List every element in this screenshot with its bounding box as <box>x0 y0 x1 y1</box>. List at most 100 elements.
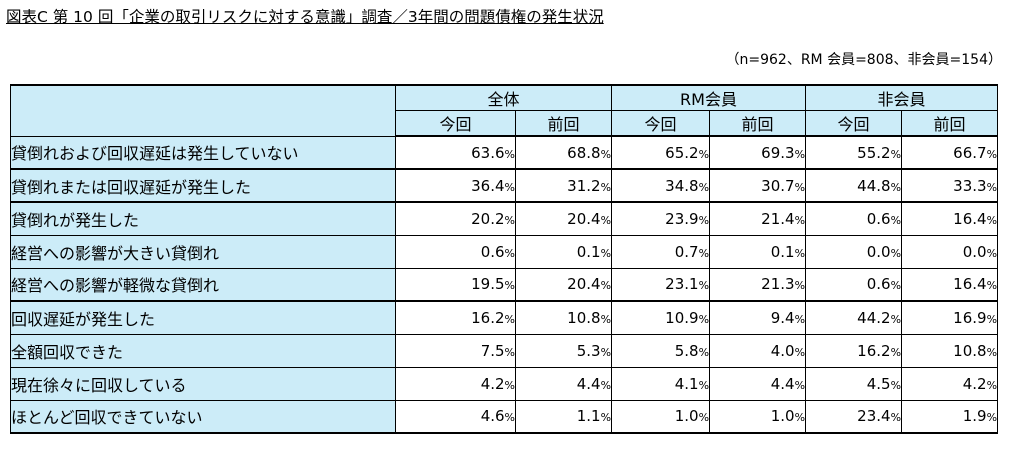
value-number: 4.1 <box>674 374 699 393</box>
value-number: 23.1 <box>665 275 699 294</box>
value-cell: 1.1% <box>514 399 613 434</box>
value-cell: 63.6% <box>395 135 516 170</box>
value-number: 0.7 <box>674 242 699 261</box>
percent-sign: % <box>504 411 515 425</box>
percent-sign: % <box>698 213 710 227</box>
value-cell: 0.1% <box>709 234 807 269</box>
value-cell: 16.4% <box>901 201 999 236</box>
sub-header-current: 今回 <box>805 110 903 137</box>
survey-table: 全体 RM会員 非会員 今回 前回 今回 前回 今回 前回 貸倒れおよび回収遅延… <box>10 84 999 434</box>
value-cell: 5.8% <box>611 333 711 368</box>
table-row: 貸倒れが発生した 20.2% 20.4% 23.9% 21.4% 0.6% 16.4% <box>10 201 999 236</box>
value-cell: 21.4% <box>709 201 807 236</box>
value-number: 20.2 <box>471 209 505 228</box>
value-cell: 16.2% <box>395 300 516 335</box>
value-cell: 44.8% <box>805 168 903 203</box>
value-number: 36.4 <box>471 176 505 195</box>
percent-sign: % <box>600 279 612 293</box>
percent-sign: % <box>890 411 902 425</box>
percent-sign: % <box>600 213 612 227</box>
percent-sign: % <box>794 345 806 359</box>
percent-sign: % <box>986 345 998 359</box>
value-cell: 4.5% <box>805 366 903 401</box>
percent-sign: % <box>794 213 806 227</box>
percent-sign: % <box>794 312 806 326</box>
value-cell: 30.7% <box>709 168 807 203</box>
value-number: 0.6 <box>866 209 891 228</box>
table-row: 回収遅延が発生した 16.2% 10.8% 10.9% 9.4% 44.2% 16.9% <box>10 300 999 335</box>
value-number: 69.3 <box>761 143 795 162</box>
value-cell: 65.2% <box>611 135 711 170</box>
percent-sign: % <box>794 378 806 392</box>
value-cell: 20.4% <box>514 267 613 302</box>
sub-header-current: 今回 <box>611 110 711 137</box>
value-number: 1.0 <box>770 407 795 426</box>
sub-header-row: 今回 前回 今回 前回 今回 前回 <box>11 110 999 137</box>
percent-sign: % <box>504 246 515 260</box>
group-header-row: 全体 RM会員 非会員 <box>10 84 999 137</box>
table-row: 貸倒れおよび回収遅延は発生していない 63.6% 68.8% 65.2% 69.3% 55… <box>10 135 999 170</box>
value-number: 20.4 <box>567 209 601 228</box>
value-number: 5.3 <box>576 341 601 360</box>
value-cell: 16.2% <box>805 333 903 368</box>
percent-sign: % <box>794 246 806 260</box>
percent-sign: % <box>504 147 515 161</box>
value-cell: 23.9% <box>611 201 711 236</box>
table-row: 経営への影響が軽微な貸倒れ 19.5% 20.4% 23.1% 21.3% 0.6% 16.… <box>10 267 999 302</box>
percent-sign: % <box>504 180 515 194</box>
percent-sign: % <box>698 345 710 359</box>
value-number: 4.4 <box>576 374 601 393</box>
percent-sign: % <box>504 312 515 326</box>
percent-sign: % <box>986 213 998 227</box>
value-cell: 9.4% <box>709 300 807 335</box>
value-cell: 4.4% <box>514 366 613 401</box>
value-number: 65.2 <box>665 143 699 162</box>
value-number: 0.6 <box>866 275 891 294</box>
value-number: 10.8 <box>567 308 601 327</box>
percent-sign: % <box>698 147 710 161</box>
row-label: 現在徐々に回収している <box>10 366 396 401</box>
value-cell: 19.5% <box>395 267 516 302</box>
value-number: 23.4 <box>857 407 891 426</box>
value-number: 33.3 <box>953 176 987 195</box>
value-cell: 4.2% <box>901 366 999 401</box>
value-number: 10.9 <box>665 308 699 327</box>
value-cell: 16.4% <box>901 267 999 302</box>
value-cell: 0.6% <box>805 201 903 236</box>
value-cell: 0.6% <box>805 267 903 302</box>
value-cell: 4.2% <box>395 366 516 401</box>
percent-sign: % <box>890 147 902 161</box>
table-row: 全額回収できた 7.5% 5.3% 5.8% 4.0% 16.2% 10.8% <box>10 333 999 368</box>
value-cell: 1.9% <box>901 399 999 434</box>
percent-sign: % <box>986 411 998 425</box>
value-number: 19.5 <box>471 275 505 294</box>
value-cell: 68.8% <box>514 135 613 170</box>
value-number: 10.8 <box>953 341 987 360</box>
value-number: 0.0 <box>866 242 891 261</box>
percent-sign: % <box>890 312 902 326</box>
percent-sign: % <box>890 213 902 227</box>
row-label: 全額回収できた <box>10 333 396 368</box>
value-cell: 5.3% <box>514 333 613 368</box>
percent-sign: % <box>600 411 612 425</box>
value-cell: 10.8% <box>514 300 613 335</box>
sub-header-current: 今回 <box>395 110 516 137</box>
value-number: 0.6 <box>480 242 505 261</box>
value-cell: 55.2% <box>805 135 903 170</box>
value-cell: 44.2% <box>805 300 903 335</box>
value-number: 7.5 <box>480 341 505 360</box>
group-header-rm-member: RM会員 <box>611 84 807 111</box>
value-cell: 0.1% <box>514 234 613 269</box>
value-cell: 20.4% <box>514 201 613 236</box>
value-number: 34.8 <box>665 176 699 195</box>
value-cell: 23.1% <box>611 267 711 302</box>
value-number: 0.1 <box>770 242 795 261</box>
value-number: 30.7 <box>761 176 795 195</box>
value-number: 68.8 <box>567 143 601 162</box>
row-label: ほとんど回収できていない <box>10 399 396 434</box>
value-number: 9.4 <box>770 308 795 327</box>
percent-sign: % <box>698 378 710 392</box>
value-number: 5.8 <box>674 341 699 360</box>
value-cell: 4.4% <box>709 366 807 401</box>
value-number: 0.0 <box>962 242 987 261</box>
